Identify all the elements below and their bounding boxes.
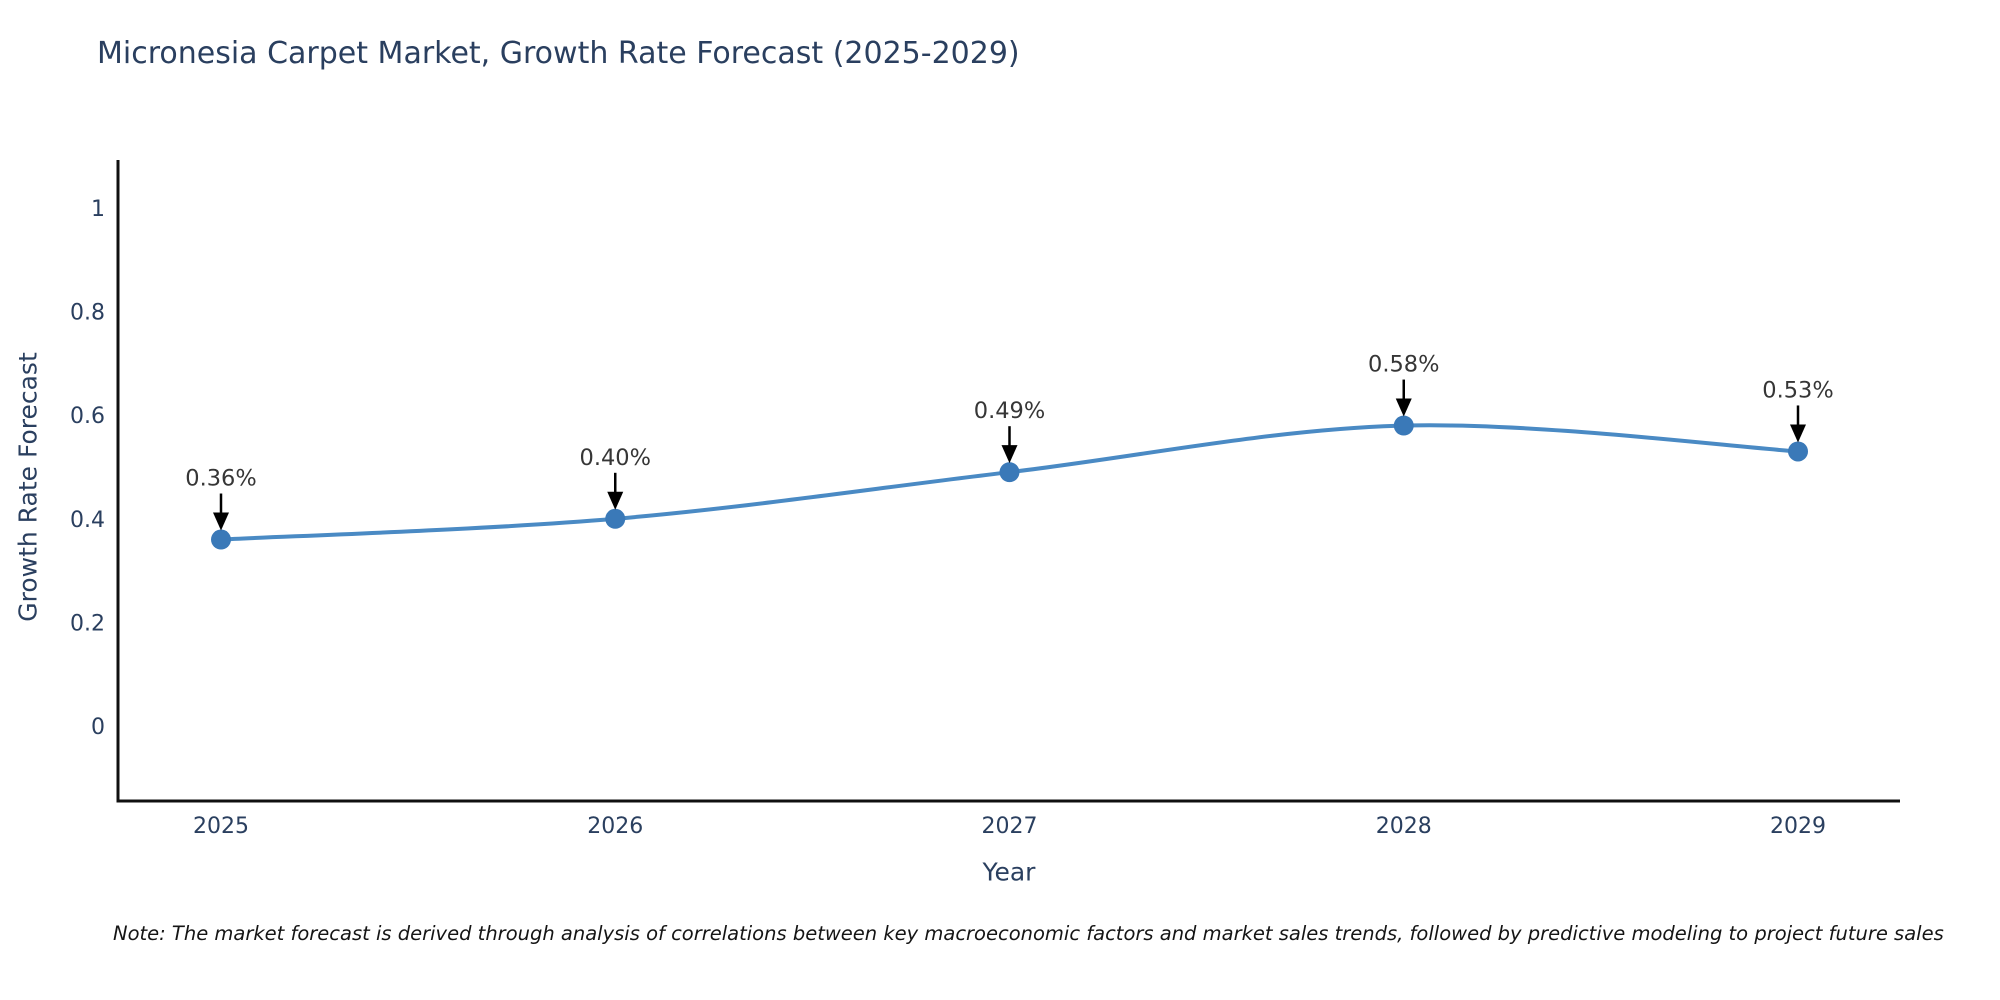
- point-value-label: 0.36%: [185, 466, 256, 492]
- y-tick-label: 1: [91, 197, 105, 222]
- data-point-2025[interactable]: [211, 529, 231, 550]
- footnote-text: Note: The market forecast is derived thr…: [113, 922, 1944, 945]
- annotation-arrow-head: [1790, 424, 1806, 443]
- data-point-2028[interactable]: [1393, 415, 1414, 436]
- point-value-label: 0.49%: [974, 398, 1045, 424]
- annotation-arrow-head: [1395, 398, 1412, 417]
- point-value-label: 0.40%: [580, 445, 651, 471]
- x-tick-label: 2026: [587, 814, 643, 839]
- x-tick-label: 2025: [193, 814, 249, 839]
- data-point-2026[interactable]: [605, 508, 626, 529]
- y-tick-label: 0.2: [70, 611, 105, 636]
- y-tick-label: 0.8: [70, 301, 105, 326]
- point-value-label: 0.58%: [1368, 352, 1439, 378]
- x-tick-label: 2029: [1770, 814, 1826, 839]
- annotation-arrow-head: [607, 491, 624, 510]
- x-tick-label: 2027: [982, 814, 1038, 839]
- annotation-arrow-head: [213, 512, 229, 531]
- chart-title: Micronesia Carpet Market, Growth Rate Fo…: [97, 36, 1020, 71]
- y-tick-label: 0: [91, 715, 105, 740]
- y-tick-label: 0.4: [70, 508, 105, 533]
- annotation-arrow-head: [1001, 445, 1018, 464]
- data-point-2029[interactable]: [1788, 441, 1808, 462]
- x-axis-title: Year: [982, 857, 1036, 887]
- point-value-label: 0.53%: [1762, 377, 1833, 403]
- x-tick-label: 2028: [1376, 814, 1432, 839]
- y-tick-label: 0.6: [70, 404, 105, 429]
- data-point-2027[interactable]: [999, 462, 1020, 483]
